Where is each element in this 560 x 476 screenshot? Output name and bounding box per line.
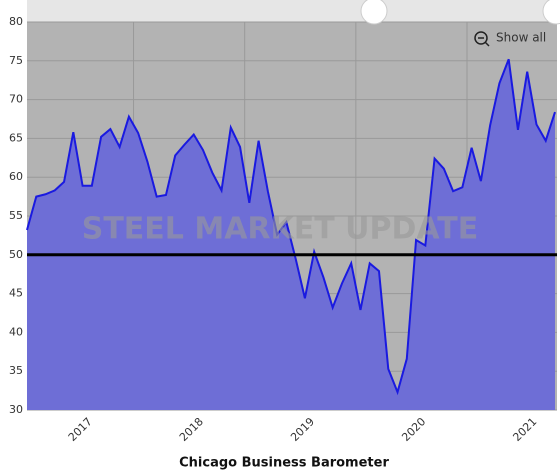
x-tick-label: 2020 — [399, 415, 428, 444]
plot — [26, 21, 557, 411]
line — [26, 58, 556, 396]
y-tick-label: 55 — [9, 209, 23, 222]
show-all-button[interactable]: Show all — [474, 31, 546, 47]
y-tick-label: 45 — [9, 287, 23, 300]
x-tick-label: 2021 — [510, 415, 539, 444]
y-tick-label: 30 — [9, 403, 23, 416]
scroll-handle[interactable] — [542, 0, 560, 25]
scroll-handle[interactable] — [360, 0, 388, 25]
button-label[interactable]: Show all — [496, 31, 546, 45]
y-tick-label: 70 — [9, 93, 23, 106]
y-tick-label: 80 — [9, 15, 23, 28]
x-tick-label: 2017 — [66, 415, 95, 444]
y-tick-label: 60 — [9, 170, 23, 183]
y-tick-label: 65 — [9, 131, 23, 144]
y-tick-label: 40 — [9, 325, 23, 338]
area — [27, 59, 555, 411]
watermark: STEEL MARKET UPDATE — [82, 212, 479, 247]
x-tick-label: 2018 — [177, 415, 206, 444]
scrollbar[interactable] — [27, 0, 560, 22]
y-tick-label: 50 — [9, 248, 23, 261]
x-tick-label: 2019 — [288, 415, 317, 444]
chart-title: Chicago Business Barometer — [179, 456, 389, 471]
zoom-icon — [474, 31, 488, 45]
zoom-icon — [484, 41, 490, 47]
y-tick-label: 35 — [9, 364, 23, 377]
y-tick-label: 75 — [9, 54, 23, 67]
